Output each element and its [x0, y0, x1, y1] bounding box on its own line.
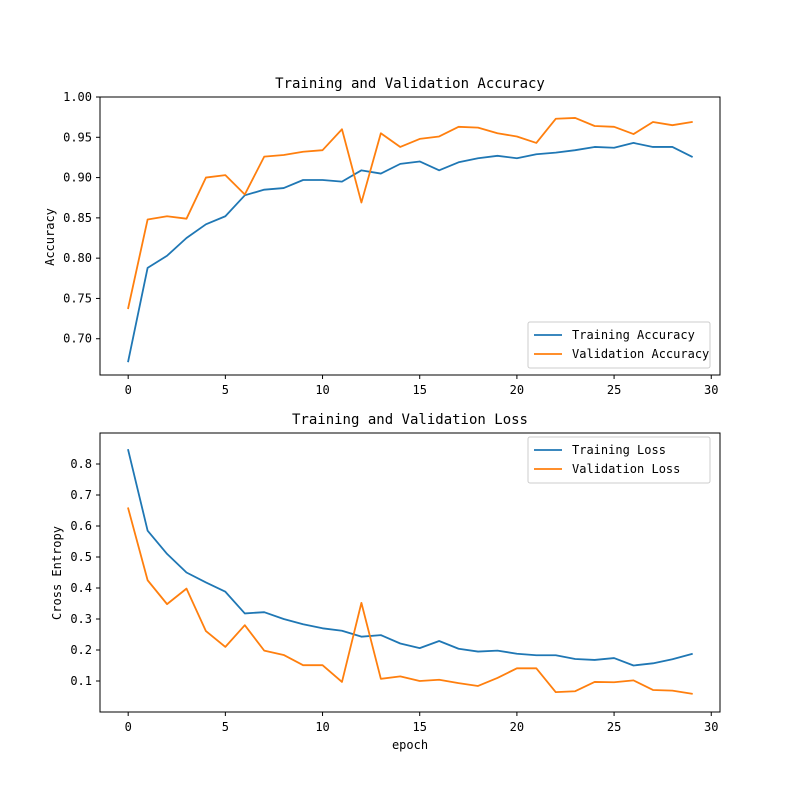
series-line-0 [127, 448, 693, 667]
legend-label: Validation Accuracy [572, 347, 709, 361]
x-tick-label: 30 [704, 720, 718, 734]
y-tick-label: 0.2 [70, 643, 92, 657]
x-tick-label: 30 [704, 383, 718, 397]
accuracy-chart: Training and Validation Accuracy Accurac… [43, 76, 721, 397]
y-tick-label: 0.6 [70, 519, 92, 533]
x-tick-label: 15 [412, 383, 426, 397]
y-tick-label: 0.90 [63, 171, 92, 185]
y-axis-label: Accuracy [43, 208, 57, 266]
x-tick-label: 25 [607, 720, 621, 734]
x-tick-label: 5 [222, 720, 229, 734]
chart-title: Training and Validation Loss [292, 412, 528, 428]
y-tick-label: 0.80 [63, 251, 92, 265]
series-line-1 [127, 507, 693, 695]
x-tick-label: 0 [125, 383, 132, 397]
legend-label: Training Loss [572, 443, 666, 457]
legend: Training Loss Validation Loss [527, 436, 711, 484]
loss-chart: Training and Validation Loss Cross Entro… [50, 412, 721, 752]
x-tick-label: 0 [125, 720, 132, 734]
x-tick-label: 20 [510, 720, 524, 734]
x-tick-label: 15 [412, 720, 426, 734]
series-line-1 [127, 117, 693, 310]
y-tick-label: 0.3 [70, 612, 92, 626]
y-tick-label: 0.7 [70, 488, 92, 502]
chart-title: Training and Validation Accuracy [275, 76, 545, 92]
axes-frame [99, 96, 721, 376]
y-tick-label: 0.8 [70, 457, 92, 471]
legend-box [527, 436, 711, 484]
y-tick-label: 0.95 [63, 130, 92, 144]
x-tick-label: 10 [315, 720, 329, 734]
y-tick-label: 0.85 [63, 211, 92, 225]
y-tick-label: 0.4 [70, 581, 92, 595]
series-line-0 [127, 142, 694, 363]
legend-box [527, 321, 711, 369]
x-tick-label: 25 [607, 383, 621, 397]
y-tick-label: 0.1 [70, 674, 92, 688]
y-tick-label: 0.70 [63, 332, 92, 346]
axes-frame [99, 432, 721, 713]
legend: Training Accuracy Validation Accuracy [527, 321, 711, 369]
legend-label: Validation Loss [572, 462, 680, 476]
x-tick-label: 20 [510, 383, 524, 397]
legend-label: Training Accuracy [572, 328, 695, 342]
y-tick-label: 1.00 [63, 90, 92, 104]
x-axis-label: epoch [392, 738, 428, 752]
y-axis-label: Cross Entropy [50, 526, 64, 620]
x-tick-label: 10 [315, 383, 329, 397]
y-tick-label: 0.75 [63, 291, 92, 305]
x-tick-label: 5 [222, 383, 229, 397]
y-tick-label: 0.5 [70, 550, 92, 564]
